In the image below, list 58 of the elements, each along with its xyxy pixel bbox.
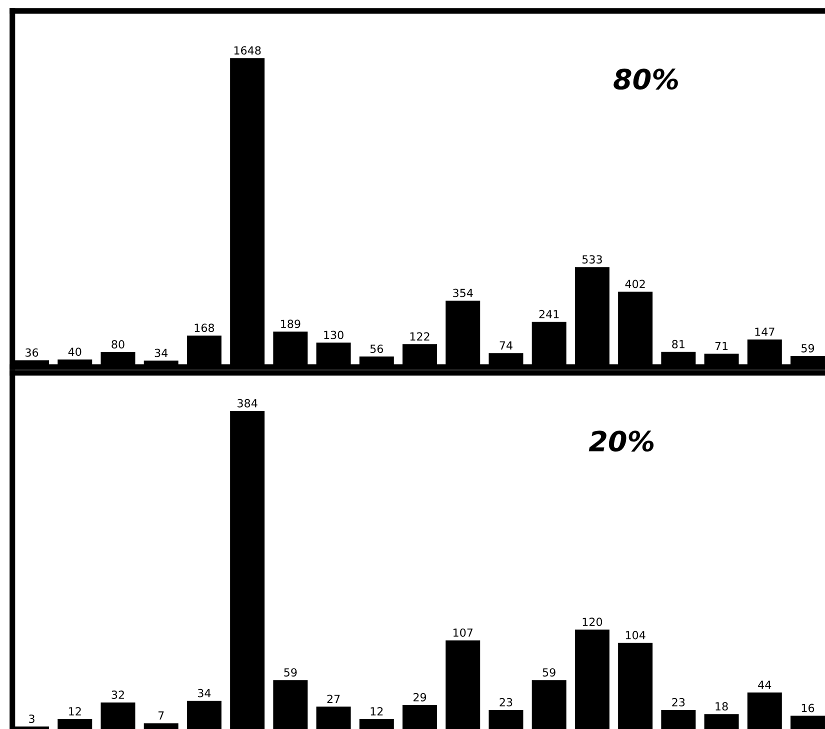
- data-label: 354: [453, 288, 473, 298]
- data-label: 36: [26, 348, 38, 357]
- data-label: 23: [500, 698, 512, 706]
- bar: [186, 700, 222, 729]
- data-label: 12: [69, 707, 81, 716]
- bar: [100, 702, 136, 729]
- data-label: 71: [715, 342, 728, 350]
- bar: [273, 680, 308, 729]
- data-label: 29: [414, 693, 426, 702]
- bar: [316, 706, 351, 729]
- bar: [446, 640, 480, 729]
- bar: [661, 710, 696, 729]
- data-label: 18: [716, 702, 728, 711]
- data-label: 189: [281, 320, 300, 328]
- data-label: 16: [802, 704, 814, 712]
- data-label: 130: [324, 330, 344, 340]
- bar: [790, 716, 825, 729]
- bar: [402, 704, 438, 729]
- data-label: 120: [582, 618, 602, 626]
- bar: [747, 692, 782, 729]
- bar: [359, 719, 394, 729]
- data-label: 59: [802, 344, 814, 352]
- data-label: 147: [755, 328, 774, 336]
- data-label: 402: [625, 280, 645, 288]
- data-label: 74: [500, 341, 512, 350]
- annotation: 80%: [614, 68, 678, 90]
- data-label: 34: [154, 348, 168, 358]
- annotation: 20%: [588, 430, 654, 452]
- data-label: 32: [112, 690, 124, 699]
- data-label: 241: [539, 310, 559, 318]
- bar: [230, 410, 265, 729]
- data-label: 27: [327, 694, 340, 703]
- data-label: 56: [370, 344, 384, 354]
- data-label: 12: [370, 707, 383, 716]
- bar: [532, 680, 566, 729]
- data-label: 80: [112, 340, 124, 349]
- data-label: 107: [453, 628, 473, 637]
- bar: [618, 642, 653, 729]
- data-label: 122: [410, 332, 430, 340]
- data-label: 59: [284, 668, 297, 677]
- bar: [144, 723, 178, 729]
- data-label: 44: [758, 680, 772, 689]
- data-label: 104: [626, 630, 646, 640]
- data-label: 7: [158, 711, 164, 720]
- bar: [574, 630, 610, 729]
- data-label: 34: [198, 688, 211, 698]
- bar: [488, 710, 524, 729]
- data-label: 81: [672, 340, 684, 348]
- data-label: 168: [194, 324, 214, 332]
- data-label: 384: [238, 399, 258, 408]
- data-label: 533: [582, 255, 602, 264]
- bar: [704, 714, 739, 729]
- data-label: 40: [68, 348, 82, 356]
- data-label: 59: [542, 668, 556, 677]
- data-label: 23: [672, 698, 685, 706]
- data-label: 1648: [234, 46, 261, 55]
- bar: [58, 719, 92, 729]
- data-label: 3: [29, 714, 34, 723]
